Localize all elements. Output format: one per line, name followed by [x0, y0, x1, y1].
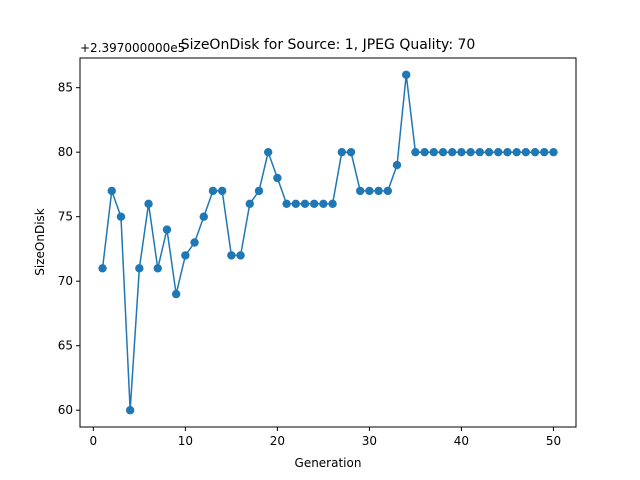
- data-point: [273, 173, 282, 183]
- data-point: [429, 147, 439, 157]
- data-point: [144, 199, 153, 208]
- data-point: [319, 199, 328, 208]
- data-point: [245, 199, 254, 208]
- data-point: [153, 264, 162, 273]
- series-layer: [98, 70, 558, 415]
- data-point: [475, 147, 485, 157]
- x-tick-label: 40: [454, 434, 469, 448]
- data-point: [227, 251, 236, 260]
- data-point: [282, 199, 291, 208]
- y-tick-label: 75: [58, 210, 73, 224]
- data-point: [521, 147, 531, 157]
- data-point: [98, 264, 107, 273]
- data-point: [530, 147, 540, 157]
- chart-title: SizeOnDisk for Source: 1, JPEG Quality: …: [181, 37, 476, 53]
- data-point: [309, 199, 319, 208]
- data-point: [512, 147, 521, 157]
- data-point: [503, 147, 512, 157]
- x-tick-label: 30: [362, 434, 377, 448]
- data-point: [383, 186, 393, 196]
- data-point: [254, 186, 264, 196]
- data-point: [208, 186, 218, 196]
- data-point: [171, 289, 181, 299]
- data-point: [337, 147, 347, 157]
- data-point: [291, 199, 300, 208]
- data-point: [107, 186, 116, 196]
- data-point: [540, 147, 549, 157]
- plot-frame: [79, 57, 577, 428]
- data-point: [438, 147, 448, 157]
- data-point: [356, 186, 365, 196]
- data-point: [125, 406, 135, 415]
- y-axis-ticks: 60 65 70 75 80 85: [58, 81, 80, 417]
- data-point: [466, 147, 475, 157]
- data-point: [392, 160, 402, 170]
- data-point: [494, 147, 503, 157]
- y-tick-label: 80: [58, 145, 73, 159]
- data-point: [365, 186, 374, 196]
- y-tick-label: 70: [58, 274, 73, 288]
- data-point: [263, 147, 273, 157]
- data-point: [181, 251, 190, 260]
- data-point: [420, 147, 429, 157]
- data-point: [135, 264, 144, 273]
- data-point: [217, 186, 227, 196]
- data-point: [328, 199, 337, 208]
- x-axis-label: Generation: [295, 456, 362, 470]
- y-offset-label: +2.397000000e5: [80, 41, 185, 55]
- data-point: [162, 225, 172, 234]
- data-point: [411, 147, 420, 157]
- y-tick-label: 60: [58, 403, 73, 417]
- data-point: [300, 199, 310, 208]
- data-point: [549, 147, 558, 157]
- data-point: [346, 147, 356, 157]
- data-point: [374, 186, 383, 196]
- data-point: [116, 212, 126, 221]
- x-tick-label: 20: [270, 434, 285, 448]
- x-axis-ticks: 0 10 20 30 40 50: [90, 427, 561, 448]
- x-tick-label: 50: [546, 434, 561, 448]
- data-point: [457, 147, 466, 157]
- x-tick-label: 0: [90, 434, 98, 448]
- data-point: [402, 70, 411, 79]
- data-point: [236, 251, 245, 260]
- y-tick-label: 85: [58, 81, 73, 95]
- data-point: [448, 147, 457, 157]
- data-point: [484, 147, 494, 157]
- data-point: [190, 238, 199, 247]
- data-point: [199, 212, 208, 221]
- y-tick-label: 65: [58, 339, 73, 353]
- y-axis-label: SizeOnDisk: [33, 208, 47, 276]
- x-tick-label: 10: [178, 434, 193, 448]
